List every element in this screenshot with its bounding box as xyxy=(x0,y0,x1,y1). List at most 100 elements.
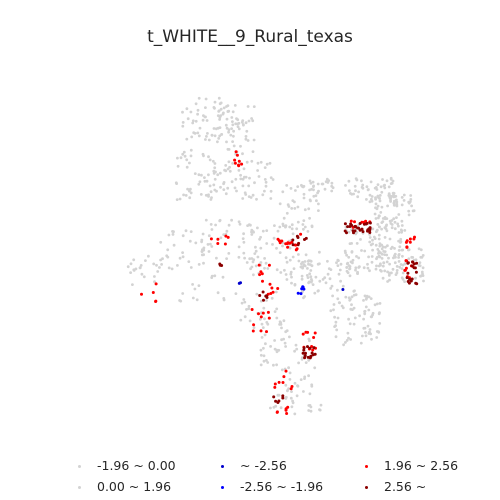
neutral-point xyxy=(294,343,298,347)
neutral-point xyxy=(393,220,397,224)
neutral-point xyxy=(325,177,329,181)
neutral-point xyxy=(278,202,282,206)
neutral-point xyxy=(181,292,185,295)
neutral-point xyxy=(243,191,247,195)
neutral-point xyxy=(284,256,288,260)
neutral-point xyxy=(321,278,325,281)
neutral-point xyxy=(297,253,300,256)
neutral-point xyxy=(247,304,251,308)
neutral-point xyxy=(252,105,256,108)
neutral-point xyxy=(392,201,396,205)
neutral-point xyxy=(354,266,358,270)
hot-point xyxy=(140,292,143,296)
neutral-point xyxy=(200,173,203,177)
neutral-point xyxy=(395,198,398,202)
neutral-point xyxy=(225,117,229,121)
neutral-point xyxy=(275,268,279,272)
neutral-point xyxy=(197,96,201,100)
neutral-point xyxy=(290,390,293,393)
neutral-point xyxy=(375,336,379,339)
neutral-point xyxy=(386,270,389,274)
neutral-point xyxy=(195,298,199,302)
neutral-point xyxy=(359,341,363,345)
neutral-point xyxy=(263,166,267,170)
neutral-point xyxy=(308,272,312,276)
legend: -1.96 ~ 0.00 ~ -2.56 1.96 ~ 2.56 0.00 ~ … xyxy=(78,458,488,496)
neutral-point xyxy=(378,302,382,305)
neutral-point xyxy=(349,307,353,311)
neutral-point xyxy=(375,264,378,268)
neutral-point xyxy=(334,335,338,339)
neutral-point xyxy=(361,334,364,338)
hot-point xyxy=(304,330,308,334)
neutral-point xyxy=(288,225,292,229)
neutral-point xyxy=(181,255,185,259)
neutral-point xyxy=(335,328,339,332)
neutral-point xyxy=(407,209,411,213)
neutral-point xyxy=(380,190,384,194)
neutral-point xyxy=(189,191,193,195)
neutral-point xyxy=(175,198,179,202)
neutral-point xyxy=(288,378,292,381)
neutral-point xyxy=(288,258,292,262)
neutral-point xyxy=(364,331,367,334)
hot-point xyxy=(405,239,409,243)
neutral-point xyxy=(349,338,352,341)
neutral-point xyxy=(401,271,405,275)
neutral-point xyxy=(380,227,383,231)
neutral-point xyxy=(316,182,320,186)
neutral-point xyxy=(259,363,263,367)
neutral-point xyxy=(153,275,156,278)
neutral-point xyxy=(228,169,232,173)
neutral-point xyxy=(252,326,256,329)
hot-point xyxy=(151,291,155,294)
neutral-point xyxy=(278,225,282,229)
neutral-point xyxy=(422,279,425,283)
neutral-point xyxy=(344,341,347,344)
hot-point xyxy=(237,159,241,163)
neutral-point xyxy=(392,256,395,260)
neutral-point xyxy=(337,301,341,304)
neutral-point xyxy=(212,183,216,187)
neutral-point xyxy=(280,326,283,330)
neutral-point xyxy=(369,297,373,300)
hot-strong-point xyxy=(351,229,355,233)
hot-strong-point xyxy=(274,399,278,403)
neutral-point xyxy=(197,182,201,186)
hot-point xyxy=(286,245,290,249)
hot-strong-point xyxy=(368,221,372,225)
neutral-point xyxy=(138,266,142,270)
neutral-point xyxy=(309,259,313,263)
neutral-point xyxy=(378,311,381,315)
hot-strong-point xyxy=(310,351,314,355)
neutral-point xyxy=(403,280,406,283)
neutral-point xyxy=(251,260,255,264)
neutral-point xyxy=(280,338,283,342)
neutral-point xyxy=(212,169,216,173)
neutral-point xyxy=(251,150,255,154)
neutral-point xyxy=(176,164,180,168)
hot-strong-point xyxy=(302,348,306,352)
neutral-point xyxy=(307,409,311,412)
neutral-point xyxy=(376,204,380,208)
neutral-point xyxy=(216,291,220,295)
neutral-point xyxy=(239,173,243,177)
neutral-point xyxy=(375,207,379,211)
neutral-point xyxy=(366,266,370,270)
neutral-point xyxy=(248,176,251,180)
neutral-point xyxy=(375,228,379,232)
neutral-point xyxy=(349,260,353,264)
cold-point xyxy=(296,291,300,295)
neutral-point xyxy=(381,178,384,181)
hot-strong-point xyxy=(303,356,307,360)
neutral-point xyxy=(383,186,387,190)
hot-point xyxy=(353,220,356,224)
neutral-point xyxy=(384,245,387,249)
neutral-point xyxy=(303,264,307,268)
neutral-point xyxy=(285,278,289,281)
neutral-point xyxy=(366,324,370,328)
neutral-point xyxy=(303,225,307,229)
neutral-point xyxy=(244,135,248,138)
neutral-point xyxy=(390,223,394,226)
neutral-point xyxy=(241,177,245,181)
